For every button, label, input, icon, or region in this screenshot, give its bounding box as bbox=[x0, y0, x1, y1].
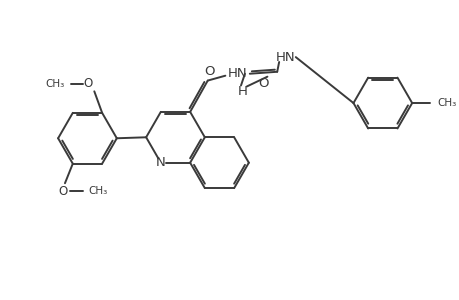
Text: HN: HN bbox=[275, 51, 295, 64]
Text: O: O bbox=[257, 77, 268, 90]
Text: H: H bbox=[237, 85, 247, 98]
Text: CH₃: CH₃ bbox=[88, 186, 107, 196]
Text: O: O bbox=[204, 65, 214, 78]
Text: CH₃: CH₃ bbox=[437, 98, 456, 108]
Text: HN: HN bbox=[227, 67, 246, 80]
Text: O: O bbox=[84, 77, 93, 90]
Text: N: N bbox=[156, 156, 165, 169]
Text: O: O bbox=[58, 184, 67, 198]
Text: CH₃: CH₃ bbox=[45, 79, 65, 88]
